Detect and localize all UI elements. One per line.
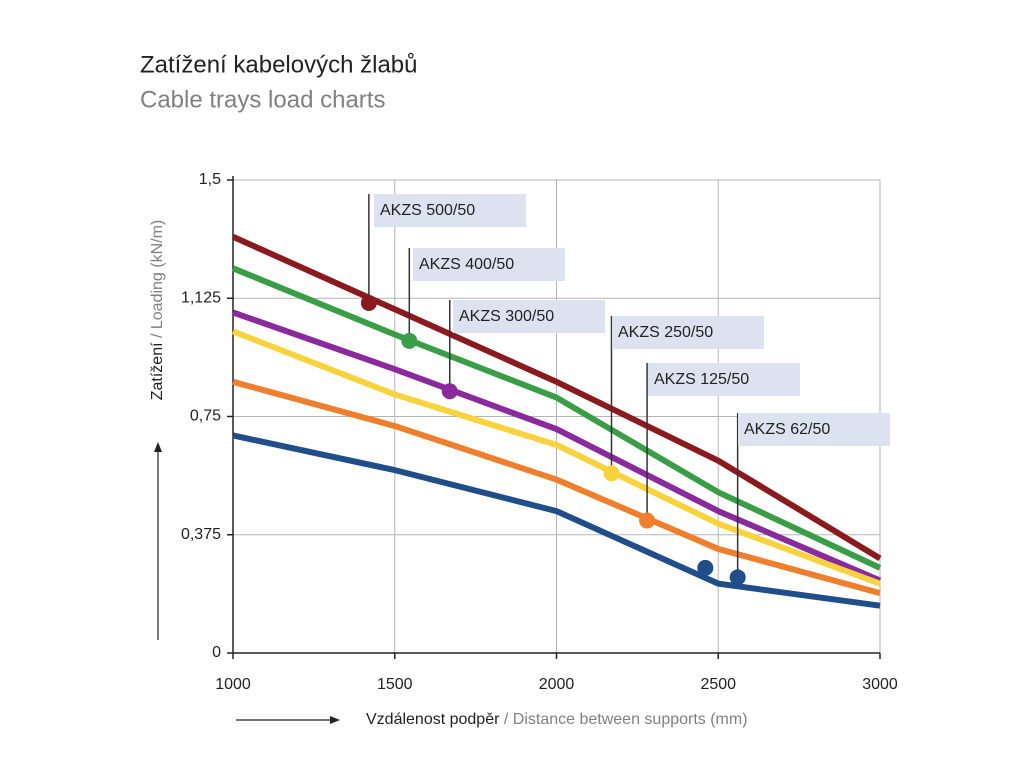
series-label: AKZS 125/50 [654, 371, 749, 388]
y-tick-label: 0 [212, 644, 221, 661]
x-tick-label: 1000 [215, 676, 251, 693]
y-tick-label: 0,375 [181, 526, 221, 543]
y-tick-label: 1,5 [199, 171, 221, 188]
series-label: AKZS 250/50 [618, 324, 713, 341]
series-line [231, 265, 882, 571]
marker [639, 512, 656, 529]
marker [360, 294, 377, 311]
label-box [413, 248, 565, 281]
x-axis-label: Vzdálenost podpěr / Distance between sup… [366, 711, 748, 728]
series-line [232, 432, 881, 609]
series-line [232, 378, 881, 596]
x-tick-label: 1500 [377, 676, 413, 693]
marker [697, 559, 714, 576]
marker [441, 383, 458, 400]
label-box [453, 300, 605, 333]
marker [729, 569, 746, 586]
label-box [738, 413, 890, 446]
y-tick-label: 1,125 [181, 289, 221, 306]
x-tick-label: 2500 [700, 676, 736, 693]
label-box [374, 194, 526, 227]
series-line [232, 309, 882, 584]
chart-subtitle: Cable trays load charts [140, 86, 385, 113]
y-axis-label-en: / Loading (kN/m) [149, 220, 166, 338]
x-tick-label: 3000 [862, 676, 898, 693]
x-tick-label: 2000 [539, 676, 575, 693]
series-label: AKZS 62/50 [744, 421, 830, 438]
y-axis-label-cz: Zatížení [149, 342, 166, 400]
series-label: AKZS 500/50 [380, 202, 475, 219]
label-box [612, 316, 764, 349]
x-arrow-head [330, 716, 340, 724]
series-line [231, 234, 882, 561]
marker [401, 332, 418, 349]
marker [603, 465, 620, 482]
series-line [231, 328, 882, 587]
chart-title: Zatížení kabelových žlabů [140, 51, 418, 78]
x-axis-label-cz: Vzdálenost podpěr [366, 711, 500, 728]
y-tick-label: 0,75 [190, 408, 221, 425]
x-axis-label-en: / Distance between supports (mm) [504, 711, 748, 728]
y-arrow-head [154, 442, 162, 452]
label-box [648, 363, 800, 396]
series-label: AKZS 400/50 [419, 256, 514, 273]
y-axis-label: Zatížení / Loading (kN/m) [149, 220, 166, 401]
series-label: AKZS 300/50 [459, 308, 554, 325]
